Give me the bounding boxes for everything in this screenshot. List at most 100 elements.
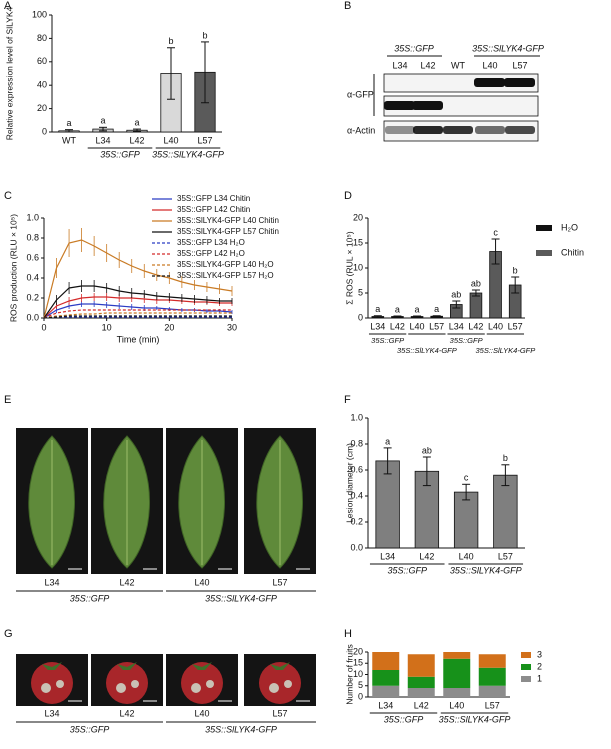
blot-group: 35S::SlLYK4-GFP (472, 43, 544, 53)
x-tick-label: L57 (485, 700, 500, 710)
y-tick-label: 5 (358, 680, 363, 690)
lesion (191, 683, 201, 693)
y-tick-label: 10 (353, 262, 363, 272)
group-label: 35S::SlLYK4-GFP (397, 346, 457, 355)
y-tick-label: 0.8 (350, 438, 363, 448)
tomato-calyx (192, 662, 212, 670)
significance-letter: c (493, 227, 498, 237)
panel-letter: G (4, 628, 13, 640)
y-tick-label: 0 (42, 126, 47, 136)
x-tick-label: L40 (488, 321, 503, 331)
x-tick-label: L57 (498, 551, 513, 561)
x-tick-label: L42 (468, 321, 483, 331)
bar-segment (478, 667, 506, 686)
significance-letter: a (395, 304, 400, 314)
x-tick-label: L34 (370, 321, 385, 331)
group-label: 35S::GFP (70, 593, 110, 603)
group-label: 35S::GFP (450, 336, 483, 345)
group-label: 35S::SlLYK4-GFP (450, 565, 522, 575)
y-tick-label: 15 (353, 237, 363, 247)
significance-letter: b (503, 453, 508, 463)
y-tick-label: 80 (37, 33, 47, 43)
error-bar (462, 483, 471, 501)
lesion (41, 683, 51, 693)
significance-letter: a (385, 436, 390, 446)
error-bar (413, 315, 422, 318)
y-axis-label: Σ ROS (RUL × 10⁵) (344, 231, 354, 305)
error-bar (393, 315, 402, 318)
bar-segment (478, 685, 506, 697)
panel-letter: B (344, 0, 351, 12)
lesion (269, 683, 279, 693)
significance-letter: a (434, 304, 439, 314)
lesion (206, 680, 214, 688)
x-tick-label: L40 (459, 551, 474, 561)
x-tick-label: L40 (163, 135, 178, 145)
y-tick-label: 0 (358, 691, 363, 701)
bar-segment (407, 654, 435, 677)
legend-label: 35S::SlLYK4-GFP L40 H₂O (177, 260, 274, 269)
tomato (259, 662, 301, 704)
y-tick-label: 0.0 (26, 312, 39, 322)
tomato (181, 662, 223, 704)
legend-label: 1 (537, 673, 542, 683)
x-tick-label: L57 (508, 321, 523, 331)
x-tick-label: L42 (419, 551, 434, 561)
x-tick-label: L34 (378, 700, 393, 710)
x-tick-label: L57 (429, 321, 444, 331)
legend-label: 35S::GFP L34 H₂O (177, 238, 245, 247)
legend-label: 35S::GFP L42 Chitin (177, 205, 250, 214)
y-tick-label: 40 (37, 80, 47, 90)
line-label: L42 (119, 577, 134, 587)
legend-swatch (521, 676, 531, 682)
y-tick-label: 0.2 (350, 516, 363, 526)
group-label: 35S::SlLYK4-GFP (475, 346, 535, 355)
bar-segment (478, 654, 506, 668)
bar-segment (372, 685, 400, 697)
line-label: L40 (194, 577, 209, 587)
lesion (284, 680, 292, 688)
significance-letter: ab (451, 289, 461, 299)
legend-label: 35S::SlLYK4-GFP L57 H₂O (177, 271, 274, 280)
line-label: L57 (272, 708, 287, 718)
y-tick-label: 1.0 (350, 412, 363, 422)
x-tick-label: 10 (102, 322, 112, 332)
y-tick-label: 0.8 (26, 232, 39, 242)
y-tick-label: 100 (32, 9, 47, 19)
x-tick-label: L40 (410, 321, 425, 331)
y-tick-label: 20 (353, 646, 363, 656)
error-bar (99, 126, 107, 132)
line-label: L42 (119, 708, 134, 718)
line-label: L57 (272, 577, 287, 587)
error-bar (133, 128, 141, 132)
x-tick-label: 0 (41, 322, 46, 332)
blot-group: 35S::GFP (394, 43, 434, 53)
bar-segment (407, 676, 435, 688)
x-tick-label: L34 (380, 551, 395, 561)
y-tick-label: 0.2 (26, 292, 39, 302)
x-tick-label: L40 (449, 700, 464, 710)
tomato-calyx (117, 662, 137, 670)
significance-letter: a (66, 118, 71, 128)
series-line (43, 315, 232, 319)
tomato-calyx (270, 662, 290, 670)
tomato-calyx (42, 662, 62, 670)
panel-letter: H (344, 628, 352, 640)
y-tick-label: 15 (353, 658, 363, 668)
line-label: L40 (194, 708, 209, 718)
bar (453, 491, 479, 549)
group-label: 35S::GFP (384, 714, 424, 724)
series-line (43, 296, 232, 319)
error-bar (501, 464, 510, 487)
legend-swatch (521, 652, 531, 658)
x-tick-label: L57 (197, 135, 212, 145)
blot-band (384, 101, 415, 110)
error-bar (471, 289, 480, 297)
line-label: L34 (44, 708, 59, 718)
legend-label: 35S::SlLYK4-GFP L40 Chitin (177, 216, 279, 225)
panel-letter: A (4, 0, 12, 12)
y-tick-label: 0.4 (350, 490, 363, 500)
bar-segment (443, 688, 471, 697)
y-tick-label: 20 (353, 212, 363, 222)
